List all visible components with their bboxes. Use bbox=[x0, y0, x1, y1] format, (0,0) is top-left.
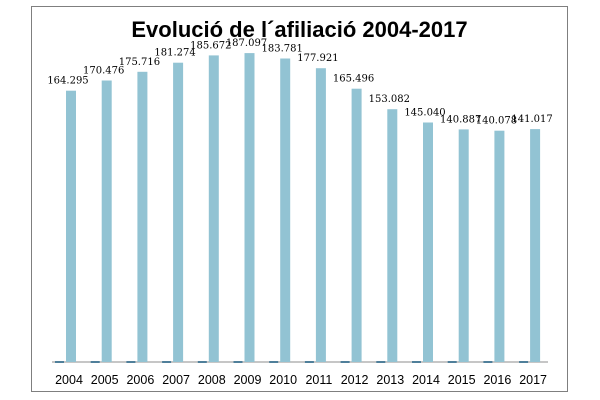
value-label-2013: 153.082 bbox=[369, 94, 410, 105]
value-label-2014: 145.040 bbox=[404, 108, 445, 119]
value-label-2005: 170.476 bbox=[83, 66, 124, 77]
value-labels-layer: 164.295170.476175.716181.274185.672187.0… bbox=[47, 38, 552, 127]
bar-2009 bbox=[244, 53, 255, 362]
bar-2015 bbox=[458, 129, 469, 362]
tick-label-2015: 2015 bbox=[448, 373, 476, 387]
tick-label-2010: 2010 bbox=[269, 373, 297, 387]
bar-2004 bbox=[66, 90, 76, 362]
bar-stub-2006 bbox=[126, 361, 136, 363]
tick-label-2016: 2016 bbox=[483, 373, 511, 387]
tick-label-2004: 2004 bbox=[55, 373, 83, 387]
value-label-2008: 185.672 bbox=[190, 40, 231, 51]
value-label-2017: 141.017 bbox=[511, 114, 552, 125]
tick-label-2006: 2006 bbox=[126, 373, 154, 387]
bar-2017 bbox=[530, 129, 541, 362]
chart-frame bbox=[31, 6, 568, 392]
bar-2012 bbox=[351, 88, 362, 362]
bar-stub-2004 bbox=[55, 361, 64, 363]
bar-stub-2008 bbox=[197, 361, 207, 363]
tick-label-2005: 2005 bbox=[91, 373, 119, 387]
tick-label-2009: 2009 bbox=[234, 373, 262, 387]
bar-stub-2007 bbox=[162, 361, 172, 363]
bar-stub-2016 bbox=[483, 361, 493, 363]
value-label-2009: 187.097 bbox=[226, 38, 267, 49]
tick-label-2007: 2007 bbox=[162, 373, 190, 387]
bar-stub-2011 bbox=[304, 361, 314, 363]
bar-stub-2013 bbox=[376, 361, 386, 363]
value-label-2015: 140.887 bbox=[440, 114, 481, 125]
bar-stub-2012 bbox=[340, 361, 350, 363]
value-label-2006: 175.716 bbox=[119, 57, 160, 68]
value-label-2016: 140.078 bbox=[476, 116, 517, 127]
chart-title: Evolució de l´afiliació 2004-2017 bbox=[131, 17, 468, 42]
bar-2010 bbox=[280, 58, 291, 362]
bar-stub-2015 bbox=[447, 361, 457, 363]
bar-stub-2005 bbox=[90, 361, 100, 363]
tick-label-2013: 2013 bbox=[376, 373, 404, 387]
value-label-2012: 165.496 bbox=[333, 74, 374, 85]
value-label-2004: 164.295 bbox=[47, 76, 88, 87]
bar-2008 bbox=[208, 55, 219, 363]
bar-2006 bbox=[137, 71, 148, 363]
tick-labels-layer: 2004 2005 2006 2007 2008 2009 2010 2011 2012 2013… bbox=[55, 373, 547, 387]
tick-label-2008: 2008 bbox=[198, 373, 226, 387]
bar-2013 bbox=[387, 109, 398, 362]
value-label-2010: 183.781 bbox=[262, 44, 303, 55]
bar-stub-2010 bbox=[269, 361, 279, 363]
bar-2014 bbox=[423, 122, 433, 362]
tick-label-2017: 2017 bbox=[519, 373, 547, 387]
bar-stub-2017 bbox=[519, 361, 529, 363]
value-label-2011: 177.921 bbox=[297, 53, 338, 64]
tick-label-2012: 2012 bbox=[341, 373, 369, 387]
tick-label-2014: 2014 bbox=[412, 373, 440, 387]
bar-2011 bbox=[315, 68, 326, 362]
bar-stub-2014 bbox=[412, 361, 421, 363]
bar-2007 bbox=[173, 62, 184, 362]
bar-2016 bbox=[494, 130, 505, 362]
bars-layer bbox=[55, 53, 541, 363]
value-label-2007: 181.274 bbox=[154, 48, 195, 59]
bar-2005 bbox=[101, 80, 112, 362]
bar-stub-2009 bbox=[233, 361, 243, 363]
tick-label-2011: 2011 bbox=[305, 373, 332, 387]
